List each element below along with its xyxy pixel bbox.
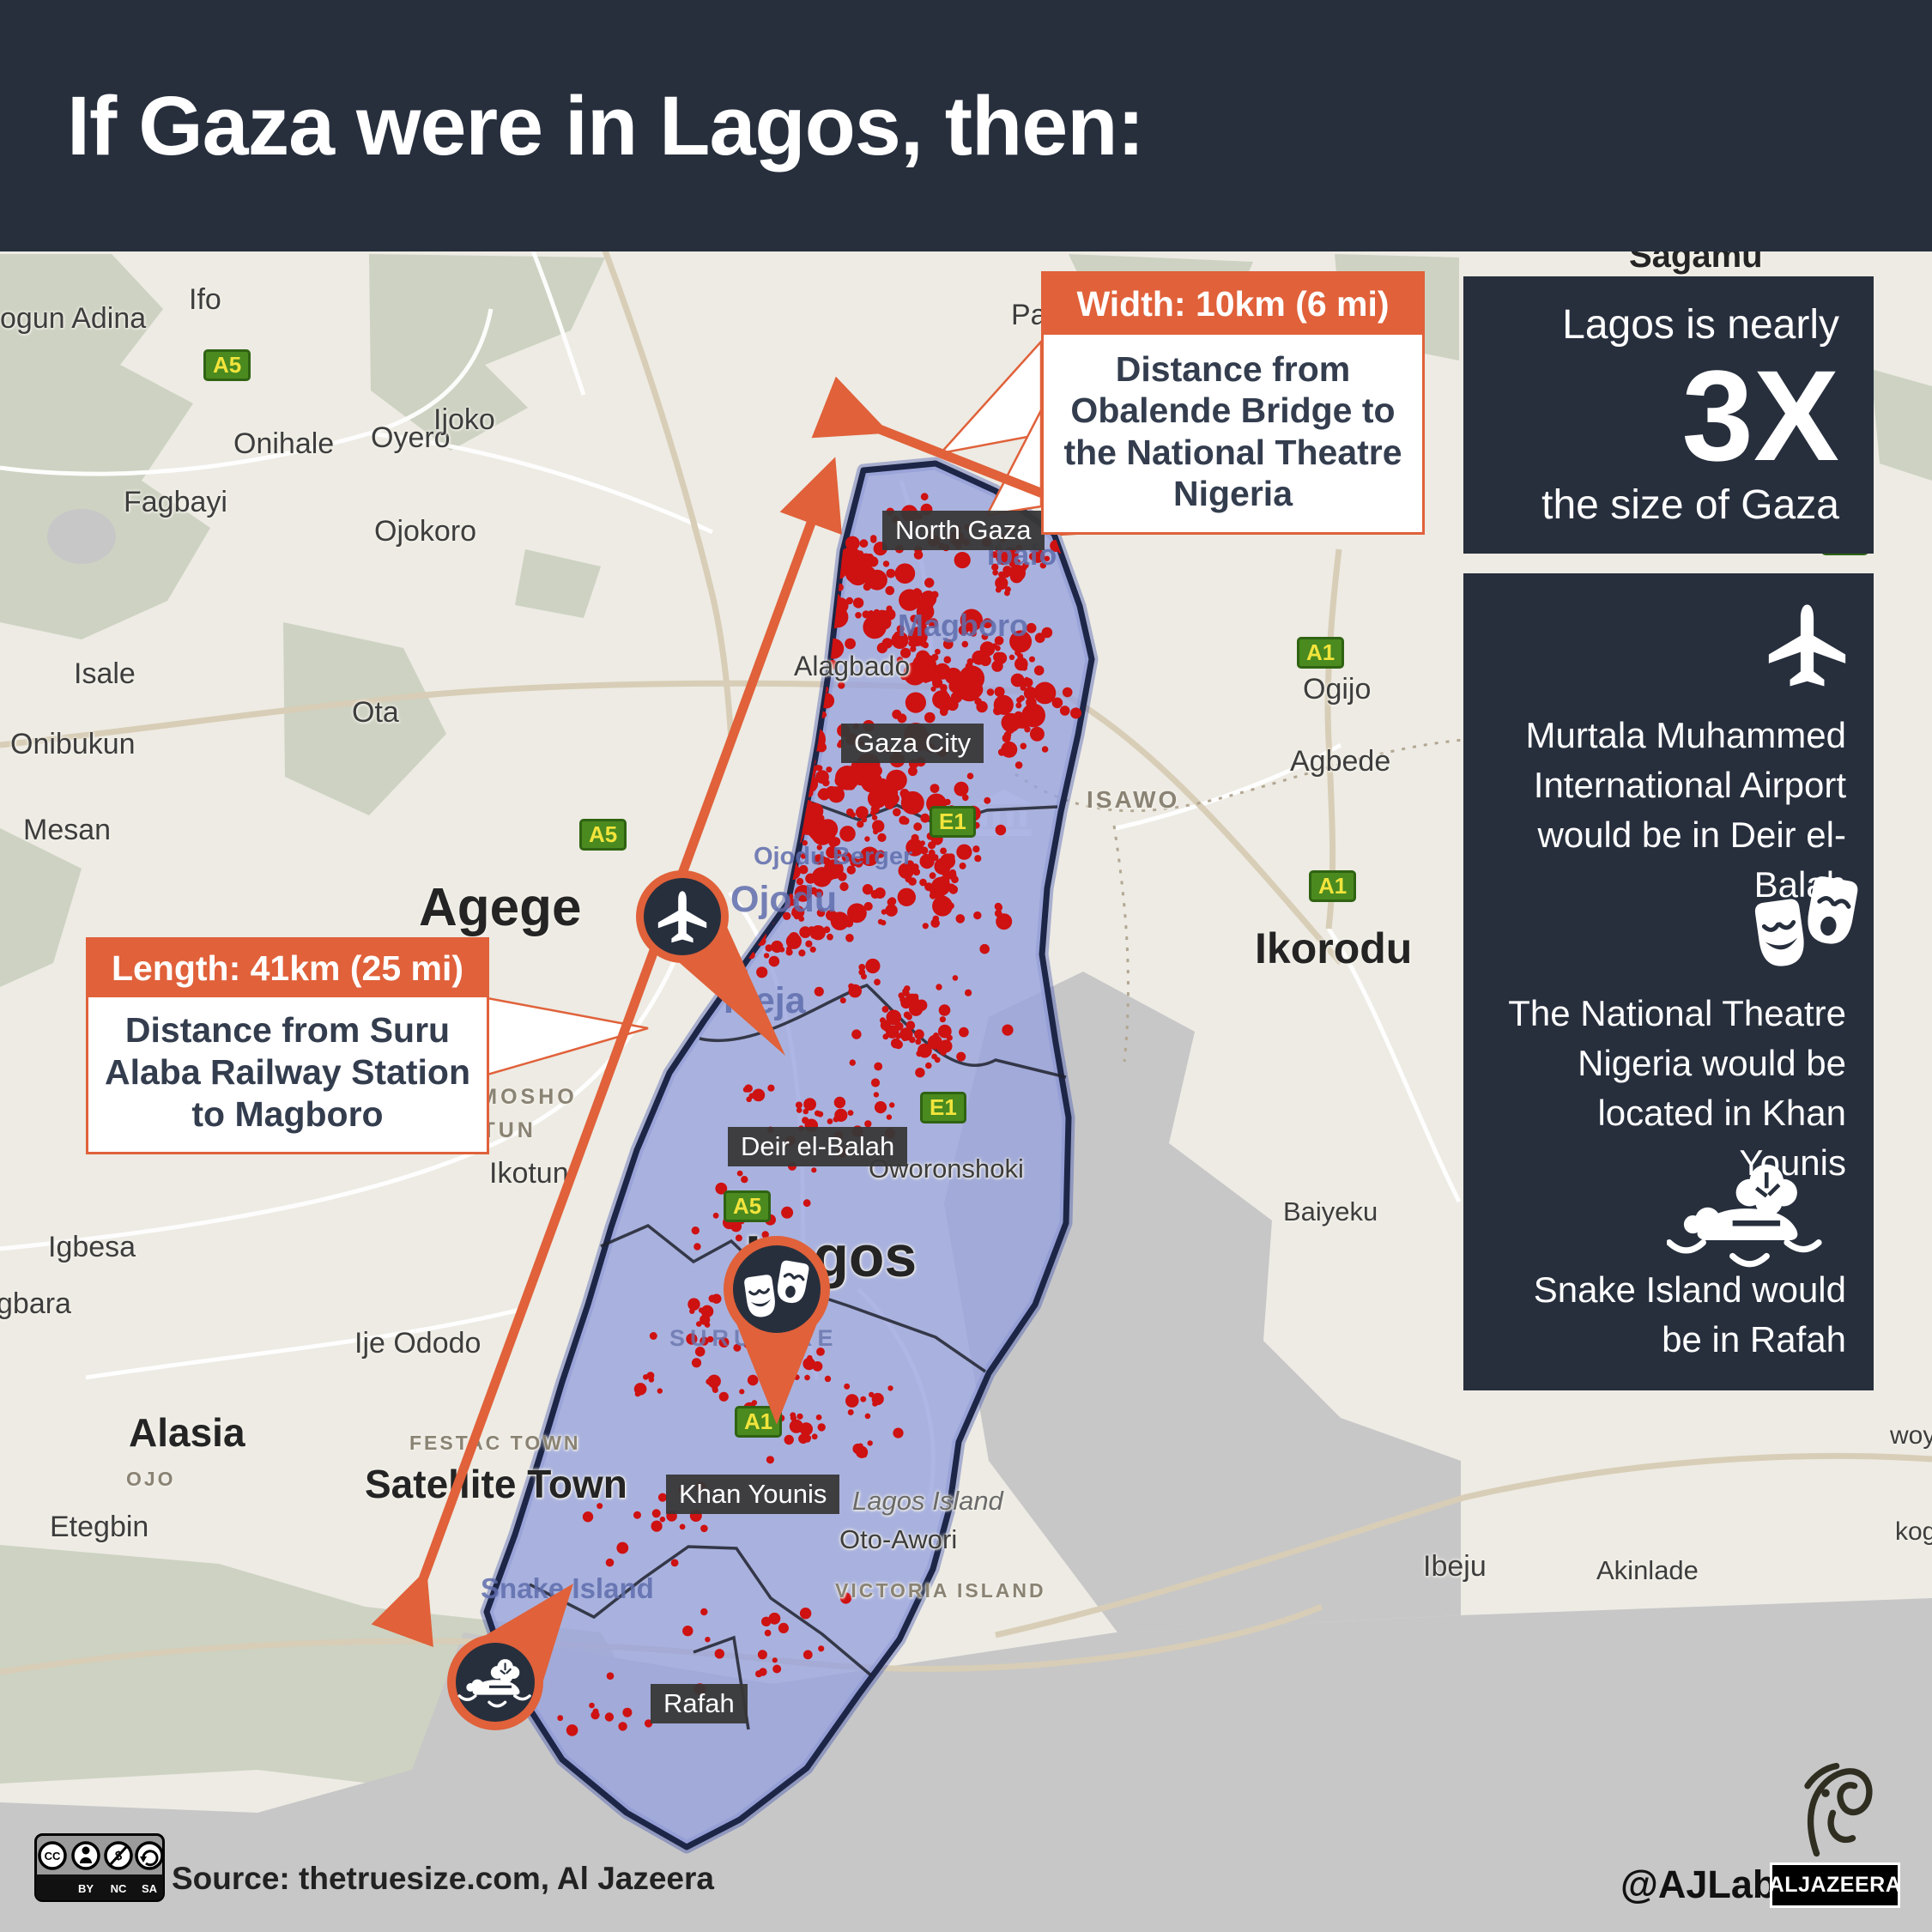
- road-badge: A1: [1297, 637, 1345, 669]
- map-label: Ojodu Berger: [754, 843, 913, 870]
- gaza-region-label: Khan Younis: [666, 1475, 840, 1514]
- road-badge: A5: [724, 1190, 772, 1222]
- svg-text:CC: CC: [45, 1850, 61, 1862]
- svg-text:BY: BY: [78, 1882, 94, 1895]
- gaza-overlay: [483, 460, 1095, 1850]
- road-badge: A5: [203, 349, 251, 381]
- map-label: Magboro: [898, 608, 1028, 643]
- size-fact-line2: the size of Gaza: [1541, 481, 1839, 528]
- map-label: Etegbin: [50, 1511, 149, 1543]
- map-label: woy: [1890, 1421, 1932, 1450]
- map-label: Ogijo: [1303, 673, 1372, 706]
- map-label: Ibeju: [1423, 1550, 1487, 1583]
- island-pin: [447, 1584, 573, 1730]
- svg-text:SA: SA: [142, 1882, 158, 1895]
- aljazeera-wordmark: ALJAZEERA: [1769, 1862, 1901, 1908]
- map-label: ogun Adina: [0, 302, 147, 335]
- length-callout-header: Length: 41km (25 mi): [88, 940, 487, 997]
- map-label: Oto-Awori: [839, 1524, 958, 1554]
- map-label: Onibukun: [10, 728, 136, 760]
- map-label: Fagbayi: [124, 486, 227, 518]
- map-label: Igbesa: [48, 1231, 136, 1263]
- width-callout-body: Distance from Obalende Bridge to the Nat…: [1063, 349, 1402, 514]
- fact-island: Snake Island would be in Rafah: [1533, 1269, 1846, 1360]
- map-label: gbara: [0, 1287, 71, 1320]
- gaza-region-label: Deir el-Balah: [728, 1127, 908, 1166]
- length-callout: Length: 41km (25 mi) Distance from Suru …: [86, 937, 489, 1154]
- map-label: Ije Ododo: [354, 1327, 481, 1360]
- theatre-pin: [724, 1236, 830, 1425]
- map-label: Ikeja: [724, 980, 806, 1021]
- map-label: Ojodu: [730, 879, 838, 920]
- map-label: kog: [1895, 1517, 1932, 1546]
- map-label: Satellite Town: [365, 1462, 627, 1506]
- map-label: Agege: [419, 878, 582, 937]
- map-label: ISAWO: [1087, 786, 1180, 813]
- road-badge: A5: [579, 819, 627, 851]
- map-label: Lagos Island: [852, 1486, 1003, 1516]
- map-label: SURULERE: [669, 1325, 839, 1351]
- gaza-region-label: Gaza City: [841, 724, 984, 763]
- length-callout-body: Distance from Suru Alaba Railway Station…: [104, 1010, 471, 1135]
- map-label: Isale: [74, 657, 136, 690]
- page-title: If Gaza were in Lagos, then:: [67, 78, 1145, 173]
- facts-panel: Murtala Muhammed International Airport w…: [1463, 573, 1874, 1390]
- road-badge: A1: [735, 1406, 783, 1438]
- island-icon: [457, 1657, 531, 1708]
- map-label: Lagos: [745, 1224, 918, 1289]
- map-label: Mesan: [23, 814, 112, 846]
- island-icon: [1667, 1159, 1826, 1272]
- road-badge: E1: [920, 1092, 966, 1123]
- map-label: Ibafo: [987, 539, 1057, 572]
- width-callout-header: Width: 10km (6 mi): [1044, 274, 1422, 335]
- map-label: Snake Island: [481, 1572, 654, 1604]
- map-label: Baiyeku: [1283, 1196, 1378, 1226]
- gaza-region-label: North Gaza: [882, 511, 1045, 550]
- airplane-icon: [657, 891, 707, 943]
- map-label: Agbede: [1290, 745, 1391, 778]
- map-label: Alagbado: [794, 651, 911, 681]
- map-label: Ota: [352, 696, 399, 729]
- aljazeera-logo-icon: [1804, 1762, 1873, 1857]
- admin-boundaries: [1014, 738, 1464, 1063]
- museum-icon: [974, 790, 1033, 837]
- airplane-icon: [1768, 604, 1846, 687]
- svg-text:NC: NC: [111, 1882, 127, 1895]
- damage-dots: [557, 493, 1081, 1736]
- header: If Gaza were in Lagos, then:: [0, 0, 1932, 251]
- map-label: Onihale: [233, 427, 335, 460]
- map-label: Ikorodu: [1255, 924, 1413, 972]
- width-callout: Width: 10km (6 mi) Distance from Obalend…: [1041, 271, 1425, 535]
- map-label: VICTORIA ISLAND: [835, 1579, 1046, 1602]
- callout-pointer: [486, 338, 1043, 1076]
- map-label: Akinlade: [1596, 1555, 1699, 1585]
- map-label: Oyero: [371, 421, 451, 454]
- road-badge: A1: [1309, 870, 1357, 902]
- gaza-district-lines: [529, 801, 1067, 1730]
- theatre-masks-icon: [1753, 875, 1858, 972]
- map-label: Ojokoro: [374, 515, 477, 548]
- map-label: OJO: [126, 1468, 176, 1490]
- cc-license-icon: CC $ BY NC SA: [34, 1833, 165, 1902]
- source-text: Source: thetruesize.com, Al Jazeera: [172, 1861, 714, 1896]
- map-label: Alasia: [129, 1410, 245, 1455]
- size-fact-panel: Lagos is nearly 3X the size of Gaza: [1463, 276, 1874, 554]
- road-badge: E1: [930, 806, 976, 838]
- map-label: Oworonshoki: [869, 1154, 1024, 1184]
- map-label: Ikotun: [489, 1157, 569, 1190]
- map-label: Ifo: [189, 283, 221, 316]
- gaza-region-label: Rafah: [651, 1684, 748, 1723]
- airport-pin: [636, 870, 785, 1056]
- map-label: Ijoko: [433, 403, 495, 436]
- size-fact-multiplier: 3X: [1681, 342, 1839, 488]
- map-label: FESTAC TOWN: [409, 1432, 581, 1454]
- theatre-masks-icon: [742, 1258, 812, 1321]
